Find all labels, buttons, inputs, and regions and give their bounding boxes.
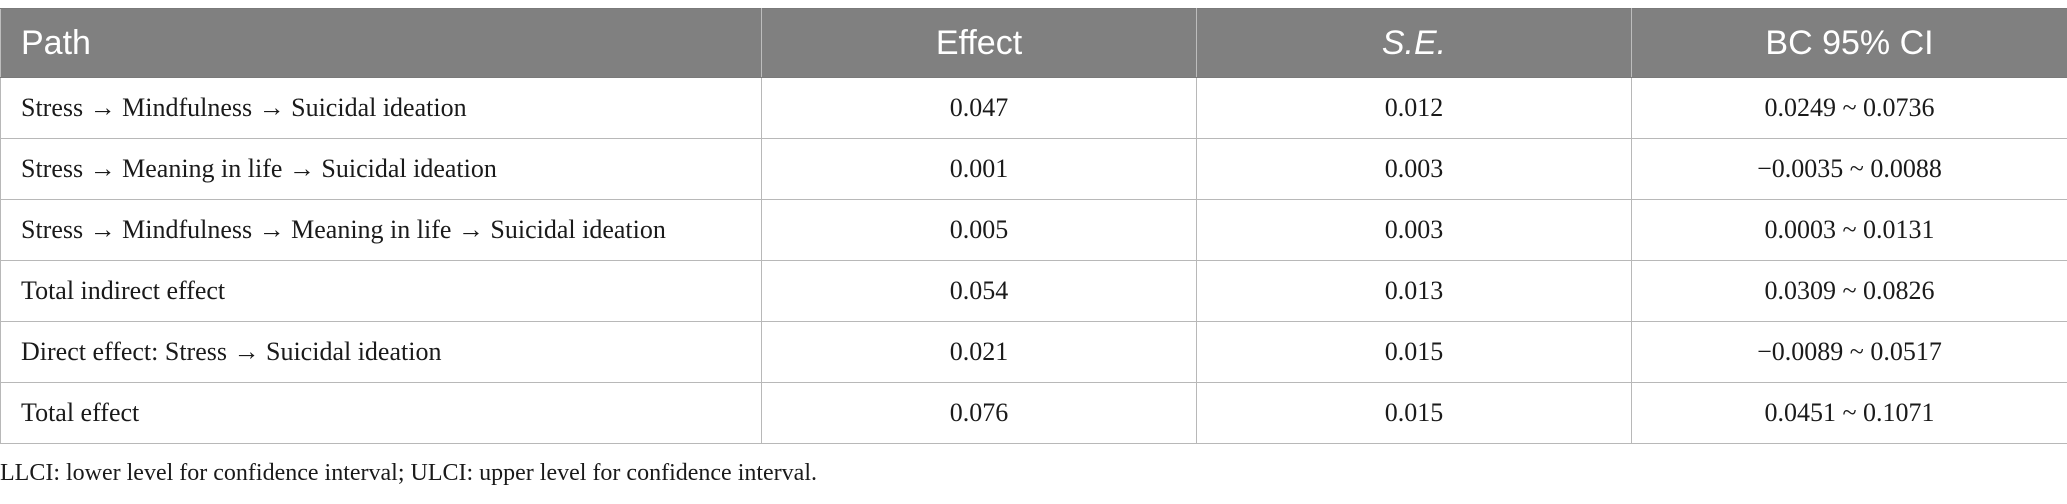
cell-se: 0.015 xyxy=(1196,321,1632,383)
cell-ci: −0.0089 ~ 0.0517 xyxy=(1631,321,2067,383)
cell-path: Stress → Mindfulness → Meaning in life →… xyxy=(0,199,762,261)
table-row: Total indirect effect 0.054 0.013 0.0309… xyxy=(0,260,2067,322)
header-effect: Effect xyxy=(761,8,1197,78)
table-row: Stress → Mindfulness → Suicidal ideation… xyxy=(0,77,2067,139)
cell-se: 0.012 xyxy=(1196,77,1632,139)
table-row: Direct effect: Stress → Suicidal ideatio… xyxy=(0,321,2067,383)
cell-effect: 0.076 xyxy=(761,382,1197,444)
header-path: Path xyxy=(0,8,762,78)
cell-ci: 0.0249 ~ 0.0736 xyxy=(1631,77,2067,139)
cell-ci: 0.0451 ~ 0.1071 xyxy=(1631,382,2067,444)
cell-ci: 0.0003 ~ 0.0131 xyxy=(1631,199,2067,261)
cell-ci: 0.0309 ~ 0.0826 xyxy=(1631,260,2067,322)
mediation-effects-table: Path Effect S.E. BC 95% CI Stress → Mind… xyxy=(0,8,2067,444)
cell-effect: 0.001 xyxy=(761,138,1197,200)
cell-effect: 0.047 xyxy=(761,77,1197,139)
mediation-table-container: Path Effect S.E. BC 95% CI Stress → Mind… xyxy=(0,8,2067,444)
cell-effect: 0.005 xyxy=(761,199,1197,261)
cell-effect: 0.054 xyxy=(761,260,1197,322)
cell-se: 0.015 xyxy=(1196,382,1632,444)
table-header-row: Path Effect S.E. BC 95% CI xyxy=(0,8,2067,78)
table-row: Stress → Mindfulness → Meaning in life →… xyxy=(0,199,2067,261)
cell-ci: −0.0035 ~ 0.0088 xyxy=(1631,138,2067,200)
cell-path: Total indirect effect xyxy=(0,260,762,322)
cell-se: 0.003 xyxy=(1196,138,1632,200)
cell-effect: 0.021 xyxy=(761,321,1197,383)
table-row: Stress → Meaning in life → Suicidal idea… xyxy=(0,138,2067,200)
cell-path: Stress → Meaning in life → Suicidal idea… xyxy=(0,138,762,200)
cell-se: 0.003 xyxy=(1196,199,1632,261)
header-ci: BC 95% CI xyxy=(1631,8,2067,78)
header-se: S.E. xyxy=(1196,8,1632,78)
cell-path: Total effect xyxy=(0,382,762,444)
cell-path: Direct effect: Stress → Suicidal ideatio… xyxy=(0,321,762,383)
cell-path: Stress → Mindfulness → Suicidal ideation xyxy=(0,77,762,139)
table-footnote: LLCI: lower level for confidence interva… xyxy=(0,460,817,486)
cell-se: 0.013 xyxy=(1196,260,1632,322)
table-row: Total effect 0.076 0.015 0.0451 ~ 0.1071 xyxy=(0,382,2067,444)
